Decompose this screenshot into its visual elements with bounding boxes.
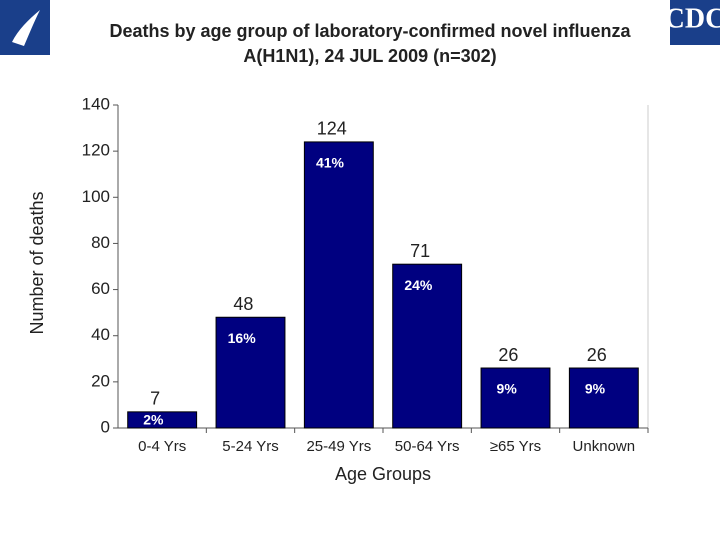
chart-title: Deaths by age group of laboratory-confir…: [109, 21, 631, 41]
cdc-logo: CDC: [665, 0, 720, 45]
value-label: 26: [587, 345, 607, 365]
percent-label: 24%: [404, 277, 433, 293]
hhs-logo-mark: [12, 10, 40, 46]
percent-label: 9%: [497, 381, 518, 397]
x-tick-label: ≥65 Yrs: [490, 438, 541, 455]
y-tick-label: 120: [82, 141, 110, 160]
bar: [480, 367, 551, 429]
percent-label: 41%: [316, 155, 345, 171]
value-label: 71: [410, 241, 430, 261]
percent-label: 9%: [585, 381, 606, 397]
cdc-logo-text: CDC: [665, 3, 720, 34]
x-tick-label: 50-64 Yrs: [395, 438, 460, 455]
x-tick-label: 25-49 Yrs: [306, 438, 371, 455]
y-axis-label: Number of deaths: [27, 191, 47, 334]
value-label: 7: [150, 389, 160, 409]
value-label: 48: [233, 294, 253, 314]
x-tick-label: 5-24 Yrs: [222, 438, 278, 455]
percent-label: 2%: [143, 412, 164, 428]
hhs-logo: [0, 0, 50, 55]
bar: [392, 263, 463, 429]
value-label: 124: [317, 119, 347, 139]
percent-label: 16%: [228, 330, 257, 346]
y-tick-label: 80: [91, 233, 110, 252]
y-tick-label: 20: [91, 371, 110, 390]
bar: [568, 367, 639, 429]
value-label: 26: [498, 345, 518, 365]
bar: [215, 316, 286, 429]
y-tick-label: 40: [91, 325, 110, 344]
bar: [303, 141, 374, 429]
x-tick-label: 0-4 Yrs: [138, 438, 186, 455]
bar: [127, 411, 198, 429]
x-axis-label: Age Groups: [335, 464, 431, 484]
y-tick-label: 0: [101, 417, 110, 436]
y-tick-label: 140: [82, 94, 110, 113]
chart-subtitle: A(H1N1), 24 JUL 2009 (n=302): [243, 46, 496, 66]
y-tick-label: 60: [91, 279, 110, 298]
cdc-logo-bg: [670, 0, 720, 45]
x-tick-label: Unknown: [573, 438, 636, 455]
y-tick-label: 100: [82, 187, 110, 206]
